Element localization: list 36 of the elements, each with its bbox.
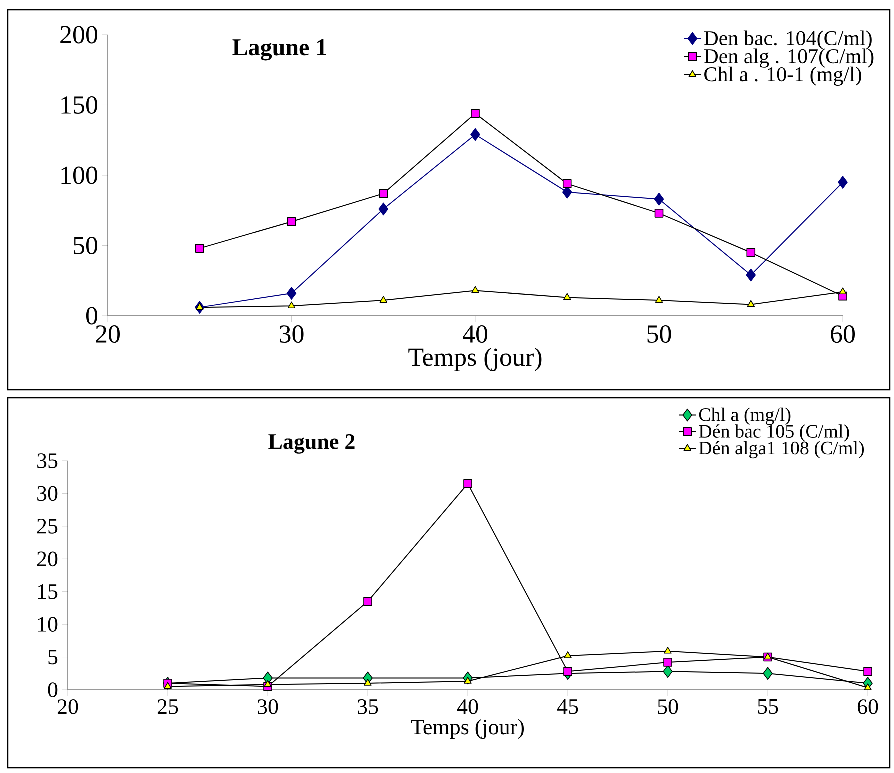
x-tick-label: 50 [648,326,672,344]
y-tick-label: 30 [38,486,58,502]
x-tick-label: 50 [658,700,678,714]
y-tick-label: 10 [38,617,58,632]
x-axis-title: Temps (jour) [408,348,542,372]
x-tick-label: 30 [280,326,304,344]
y-tick-label: 0 [86,307,98,325]
legend-label: Dén alga1 108 (C/ml) [699,441,864,459]
y-tick-label: 100 [62,166,98,184]
legend-label: Den alg . 107(C/ml) [704,48,874,68]
legend-label: Chl a . 10-1 (mg/l) [704,66,862,86]
y-tick-label: 15 [38,584,58,600]
y-tick-label: 5 [48,650,58,665]
y-tick-label: 0 [48,682,58,698]
x-tick-label: 30 [258,700,278,714]
x-tick-label: 40 [457,700,478,714]
x-tick-label: 20 [96,326,120,344]
x-tick-label: 35 [358,700,378,714]
x-tick-label: 45 [557,700,578,714]
x-tick-label: 40 [463,326,488,344]
legend-label: Chl a (mg/l) [699,408,791,426]
y-tick-label: 50 [74,236,98,255]
y-tick-label: 150 [62,96,98,114]
chart-title: Lagune 2 [268,434,355,454]
y-tick-label: 20 [37,552,58,567]
x-tick-label: 55 [758,700,778,714]
x-tick-label: 25 [158,700,178,714]
legend-label: Dén bac 105 (C/ml) [699,424,850,442]
y-tick-label: 25 [37,519,58,534]
x-tick-label: 60 [831,326,856,344]
chart-title: Lagune 1 [232,40,326,61]
x-tick-label: 60 [858,700,878,714]
legend-label: Den bac. 104(C/ml) [704,30,872,50]
x-axis-title: Temps (jour) [411,719,524,740]
y-tick-label: 35 [38,454,58,468]
y-tick-label: 200 [60,26,98,44]
